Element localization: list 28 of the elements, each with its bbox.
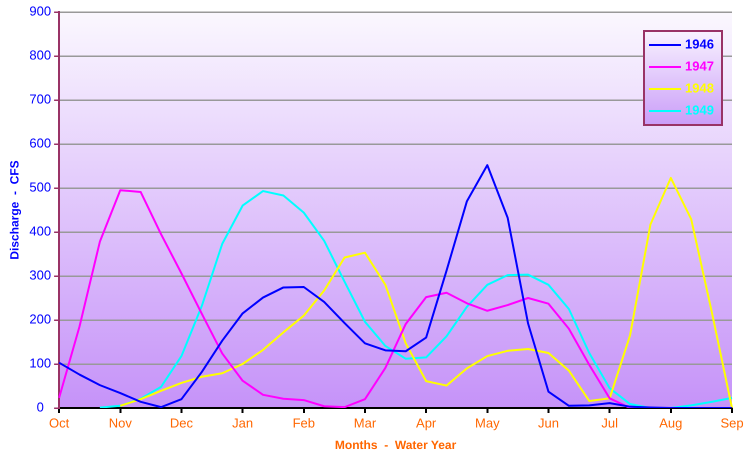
- x-tick-label: Nov: [108, 415, 132, 430]
- legend-label: 1948: [685, 80, 714, 96]
- x-tick-label: May: [475, 415, 500, 430]
- x-tick-label: Jun: [538, 415, 559, 430]
- legend-label: 1949: [685, 102, 714, 118]
- y-tick-label: 400: [29, 224, 52, 239]
- x-tick-label: Feb: [292, 415, 315, 430]
- y-axis-title: Discharge - CFS: [8, 160, 22, 260]
- x-tick-label: Apr: [416, 415, 437, 430]
- x-tick-label: Jul: [601, 415, 618, 430]
- x-axis-title: Months - Water Year: [334, 438, 457, 452]
- y-tick-label: 500: [29, 180, 52, 195]
- y-tick-label: 100: [29, 356, 52, 371]
- x-tick-label: Mar: [354, 415, 377, 430]
- legend-label: 1946: [685, 36, 714, 52]
- x-tick-label: Oct: [48, 415, 70, 430]
- y-tick-label: 300: [29, 268, 52, 283]
- legend-label: 1947: [685, 58, 714, 74]
- x-tick-label: Jan: [232, 415, 254, 430]
- y-tick-label: 200: [29, 312, 52, 327]
- y-tick-label: 600: [29, 136, 52, 151]
- y-tick-label: 900: [29, 4, 52, 19]
- y-tick-label: 700: [29, 92, 52, 107]
- y-tick-label: 0: [36, 400, 44, 415]
- y-tick-label: 800: [29, 48, 52, 63]
- x-tick-label: Dec: [170, 415, 194, 430]
- x-tick-label: Aug: [659, 415, 682, 430]
- x-tick-label: Sep: [720, 415, 744, 430]
